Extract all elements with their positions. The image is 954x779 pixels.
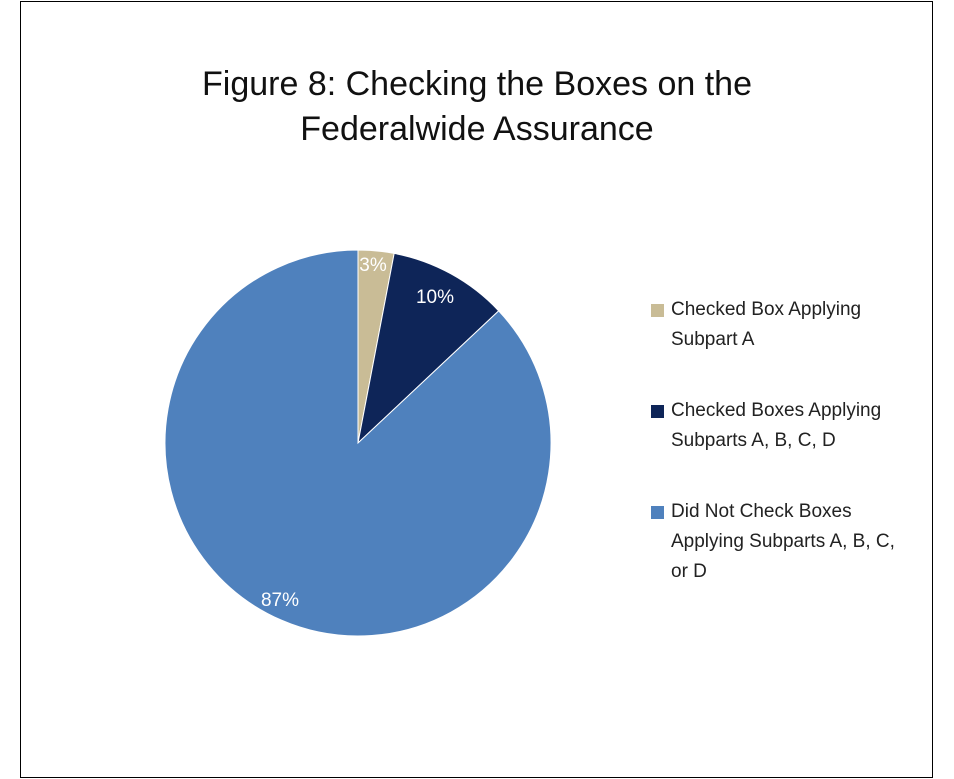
pie-slice-label-subpart-a: 3% [359,255,387,276]
pie-slice-labels: 3% 10% 87% [261,255,454,611]
legend-swatch-subpart-a [651,304,664,317]
pie-slice-label-subparts-abcd: 10% [416,287,454,308]
pie-slice-did-not-check [164,249,552,637]
pie-slice-label-did-not-check: 87% [261,590,299,611]
pie-slices [164,249,552,637]
chart-title-line-2: Federalwide Assurance [300,110,654,148]
chart-title-line-1: Figure 8: Checking the Boxes on the [202,65,752,103]
legend-swatch-did-not-check [651,506,664,519]
legend-label-subpart-a: Checked Box Applying Subpart A [671,299,862,350]
pie-slice-subparts-abcd [357,252,500,445]
chart-title: Figure 8: Checking the Boxes on the Fede… [0,62,954,152]
legend-label-did-not-check: Did Not Check Boxes Applying Subparts A,… [671,501,895,582]
legend-label-subparts-abcd: Checked Boxes Applying Subparts A, B, C,… [671,400,882,451]
legend-swatch-subparts-abcd [651,405,664,418]
